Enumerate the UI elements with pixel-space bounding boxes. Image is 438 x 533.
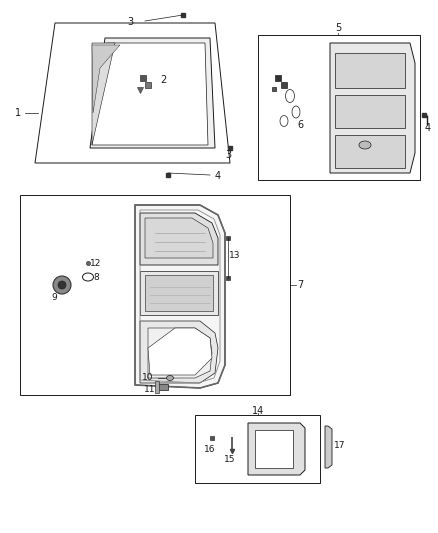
Bar <box>255 430 293 468</box>
Ellipse shape <box>292 106 300 118</box>
Polygon shape <box>140 321 218 383</box>
Text: 9: 9 <box>51 294 57 303</box>
Bar <box>20 195 290 395</box>
Text: 13: 13 <box>229 252 241 261</box>
Bar <box>155 381 159 393</box>
Text: 17: 17 <box>334 440 346 449</box>
Polygon shape <box>90 38 215 148</box>
Text: 15: 15 <box>224 455 236 464</box>
Text: 5: 5 <box>335 23 341 33</box>
Circle shape <box>53 276 71 294</box>
Text: 2: 2 <box>160 75 166 85</box>
Text: 7: 7 <box>297 280 303 290</box>
Text: 8: 8 <box>93 272 99 281</box>
Bar <box>258 35 420 180</box>
Text: 4: 4 <box>425 123 431 133</box>
Polygon shape <box>148 328 212 375</box>
Bar <box>158 384 168 390</box>
Polygon shape <box>145 275 213 311</box>
Ellipse shape <box>280 116 288 126</box>
Polygon shape <box>92 43 208 145</box>
Text: 10: 10 <box>142 374 154 383</box>
Polygon shape <box>330 43 415 173</box>
Text: 14: 14 <box>252 406 264 416</box>
Text: 11: 11 <box>144 385 156 394</box>
Bar <box>335 53 405 88</box>
Polygon shape <box>140 213 218 265</box>
Text: 3: 3 <box>127 17 133 27</box>
Polygon shape <box>140 271 218 315</box>
Bar <box>335 135 405 168</box>
Text: 12: 12 <box>90 259 102 268</box>
Text: 1: 1 <box>15 108 21 118</box>
Text: 6: 6 <box>297 120 303 130</box>
Polygon shape <box>145 218 213 258</box>
Circle shape <box>58 281 66 289</box>
Polygon shape <box>35 23 230 163</box>
Text: 4: 4 <box>215 171 221 181</box>
Polygon shape <box>92 45 120 113</box>
Text: 16: 16 <box>204 446 216 455</box>
Ellipse shape <box>359 141 371 149</box>
Ellipse shape <box>166 376 173 381</box>
Bar <box>195 415 320 483</box>
Polygon shape <box>135 205 225 388</box>
Bar <box>335 95 405 128</box>
Ellipse shape <box>82 273 93 281</box>
Ellipse shape <box>286 90 294 102</box>
Polygon shape <box>325 426 332 468</box>
Text: 3: 3 <box>225 150 231 160</box>
Polygon shape <box>148 328 212 378</box>
Polygon shape <box>92 43 115 145</box>
Polygon shape <box>248 423 305 475</box>
